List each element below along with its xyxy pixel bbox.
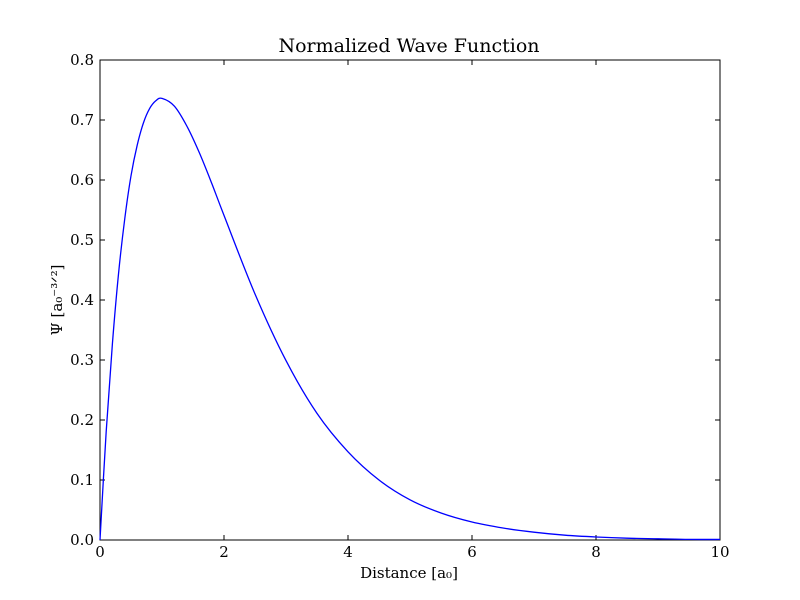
plot-area [99,59,721,541]
y-tick-label: 0.0 [70,531,94,549]
y-tick-label: 0.7 [70,111,94,129]
x-tick-label: 0 [95,543,105,561]
y-tick-label: 0.5 [70,231,94,249]
x-tick-label: 6 [467,543,477,561]
y-tick-label: 0.6 [70,171,94,189]
x-tick-label: 4 [343,543,353,561]
series-line-wave-function [99,97,721,541]
y-tick-label: 0.8 [70,51,94,69]
series-layer [99,97,721,541]
axis-ticks: 0 2 4 6 8 10 0.0 0.1 0.2 0.3 0.4 0.5 0.6 0.7 0.8 [70,51,729,561]
x-tick-label: 8 [591,543,601,561]
y-axis-label: Ψ [a₀⁻³ᐟ²] [48,265,66,336]
y-tick-label: 0.4 [70,291,94,309]
y-tick-label: 0.1 [70,471,94,489]
x-tick-label: 10 [710,543,729,561]
x-axis-label: Distance [a₀] [360,564,458,582]
chart-title: Normalized Wave Function [278,35,539,57]
x-tick-label: 2 [219,543,229,561]
plot-frame [99,59,721,541]
y-tick-label: 0.2 [70,411,94,429]
y-tick-label: 0.3 [70,351,94,369]
